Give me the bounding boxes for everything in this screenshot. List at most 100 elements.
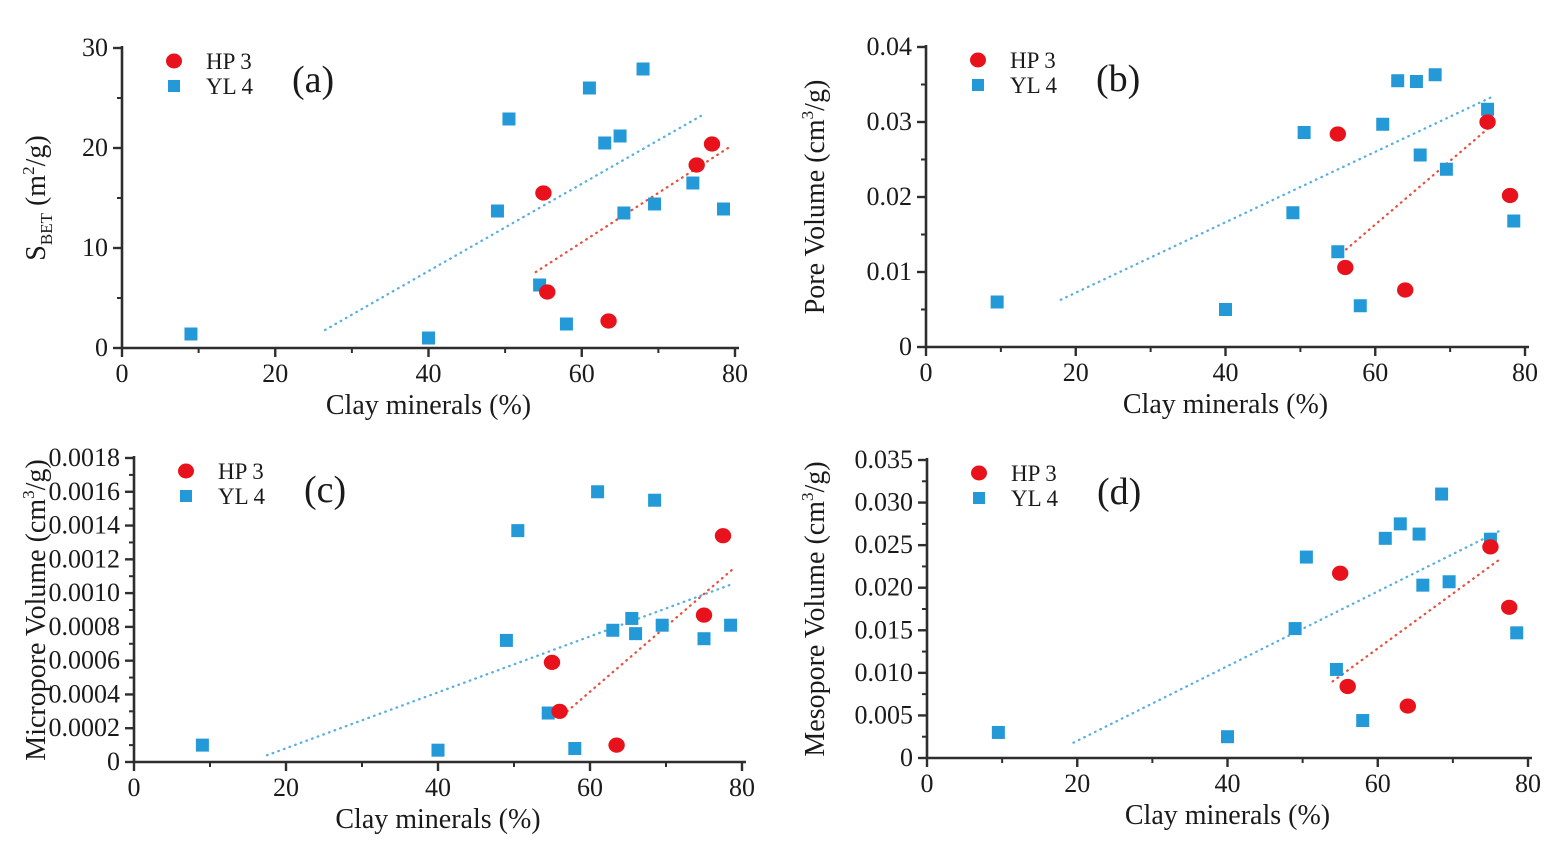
y-tick-label: 0 (899, 332, 912, 361)
trendline-yl4 (1072, 528, 1503, 744)
data-point-yl4 (1412, 527, 1426, 541)
data-point-hp3 (600, 313, 617, 329)
data-point-yl4 (686, 176, 700, 190)
y-tick-label: 10 (82, 233, 108, 262)
y-tick-label: 0.005 (855, 700, 914, 729)
trendline-yl4 (265, 583, 732, 757)
data-point-yl4 (655, 618, 669, 632)
y-axis-label: Micropore Volume (cm3/g) (19, 459, 52, 760)
x-tick-label: 40 (1213, 358, 1239, 387)
trendline-hp3 (566, 566, 736, 713)
data-point-hp3 (1331, 565, 1349, 581)
panel-d-mesopore-volume-vs-clay: 0 20 40 60 80 0 0.005 0.010 0.015 0.020 0.025 0.030… (779, 426, 1558, 852)
data-point-hp3 (1329, 126, 1347, 142)
trendline-yl4 (323, 112, 706, 332)
x-tick-label: 0 (116, 359, 129, 388)
trendline-hp3 (1331, 556, 1503, 683)
data-point-hp3 (1339, 678, 1356, 695)
panel-c-micropore-volume-vs-clay: 0 20 40 60 80 0 0.0002 0.0004 0.0006 0.0008 0.0010… (0, 426, 779, 852)
data-point-hp3 (608, 737, 625, 753)
legend-swatch-hp3-icon (971, 465, 987, 481)
data-point-yl4 (606, 623, 620, 637)
data-point-hp3 (1399, 698, 1416, 714)
data-point-yl4 (1393, 517, 1407, 531)
legend-swatch-yl4-icon (972, 79, 984, 91)
y-tick-label: 0.01 (867, 257, 913, 286)
data-point-hp3 (1482, 539, 1499, 555)
data-point-hp3 (1501, 187, 1519, 204)
data-point-yl4 (1329, 662, 1343, 676)
x-tick-label: 0 (921, 769, 934, 798)
x-tick-label: 20 (273, 773, 299, 802)
y-tick-label: 0.035 (855, 445, 914, 474)
trendline-hp3 (1340, 124, 1493, 255)
x-axis-label: Clay minerals (%) (1125, 800, 1330, 831)
data-point-yl4 (990, 295, 1004, 309)
data-point-hp3 (1501, 599, 1518, 615)
data-point-yl4 (1413, 148, 1427, 162)
panel-b-pore-volume-vs-clay: 0 20 40 60 80 0 0.01 0.02 0.03 0.04 Clay minerals … (779, 0, 1558, 426)
legend-swatch-yl4-icon (168, 80, 180, 92)
y-tick-label: 0 (95, 333, 108, 362)
data-point-yl4 (1409, 75, 1423, 88)
panel-letter-label: (c) (304, 469, 346, 511)
x-axis-label: Clay minerals (%) (1123, 389, 1328, 420)
x-tick-label: 20 (1064, 769, 1090, 798)
chart-b-svg: 0 20 40 60 80 0 0.01 0.02 0.03 0.04 Clay minerals … (798, 32, 1538, 420)
legend-swatch-yl4-icon (973, 492, 985, 504)
x-tick-label: 60 (1365, 769, 1391, 798)
x-axis-label: Clay minerals (%) (335, 804, 540, 835)
panel-a-sbet-vs-clay: 0 20 40 60 80 0 10 20 30 Clay minerals (%) SBET (m… (0, 0, 779, 426)
data-point-yl4 (625, 611, 639, 625)
chart-d-svg: 0 20 40 60 80 0 0.005 0.010 0.015 0.020 0.025 0.030… (798, 445, 1541, 831)
data-point-yl4 (591, 485, 605, 499)
y-tick-label: 0.0012 (49, 544, 121, 573)
y-tick-label: 0.030 (855, 488, 914, 517)
data-point-yl4 (1331, 245, 1345, 259)
y-tick-label: 0.0018 (49, 443, 121, 472)
x-tick-label: 20 (1063, 358, 1089, 387)
x-tick-label: 40 (416, 359, 442, 388)
y-tick-label: 0.0002 (49, 713, 121, 742)
data-point-hp3 (551, 703, 568, 719)
legend-label: YL 4 (1011, 486, 1059, 511)
data-point-hp3 (543, 654, 561, 670)
x-tick-label: 60 (577, 773, 603, 802)
data-point-hp3 (1337, 259, 1354, 276)
legend-swatch-hp3-icon (166, 53, 182, 69)
data-point-yl4 (991, 725, 1005, 739)
data-point-yl4 (559, 317, 573, 331)
data-point-yl4 (582, 81, 596, 95)
chart-c-svg: 0 20 40 60 80 0 0.0002 0.0004 0.0006 0.0008 0.0010… (19, 443, 755, 835)
data-point-yl4 (490, 204, 504, 218)
y-tick-label: 0.03 (867, 107, 913, 136)
data-point-yl4 (717, 202, 731, 216)
x-tick-label: 80 (729, 773, 755, 802)
y-axis-label: Mesopore Volume (cm3/g) (798, 461, 831, 756)
data-point-yl4 (1507, 214, 1521, 228)
x-tick-label: 60 (569, 359, 595, 388)
data-point-hp3 (695, 607, 713, 623)
data-point-yl4 (724, 618, 738, 632)
data-point-yl4 (648, 493, 662, 507)
legend-label: HP 3 (1010, 48, 1056, 73)
legend-swatch-hp3-icon (970, 52, 986, 68)
legend-label: HP 3 (218, 459, 264, 484)
y-tick-label: 0 (107, 747, 120, 776)
x-tick-label: 60 (1362, 358, 1388, 387)
x-tick-label: 80 (722, 359, 748, 388)
data-point-yl4 (1428, 68, 1442, 82)
y-tick-label: 30 (82, 33, 108, 62)
data-point-yl4 (1481, 102, 1495, 116)
data-point-yl4 (541, 706, 555, 720)
data-point-yl4 (422, 331, 435, 345)
data-point-hp3 (1479, 114, 1496, 130)
data-point-yl4 (1435, 487, 1449, 501)
data-point-yl4 (1510, 626, 1524, 640)
x-axis-label: Clay minerals (%) (326, 390, 531, 421)
legend-swatch-hp3-icon (178, 463, 194, 479)
panel-letter-label: (b) (1096, 58, 1140, 100)
legend-label: HP 3 (206, 49, 252, 74)
data-point-yl4 (598, 136, 612, 150)
legend-label: YL 4 (218, 484, 266, 509)
